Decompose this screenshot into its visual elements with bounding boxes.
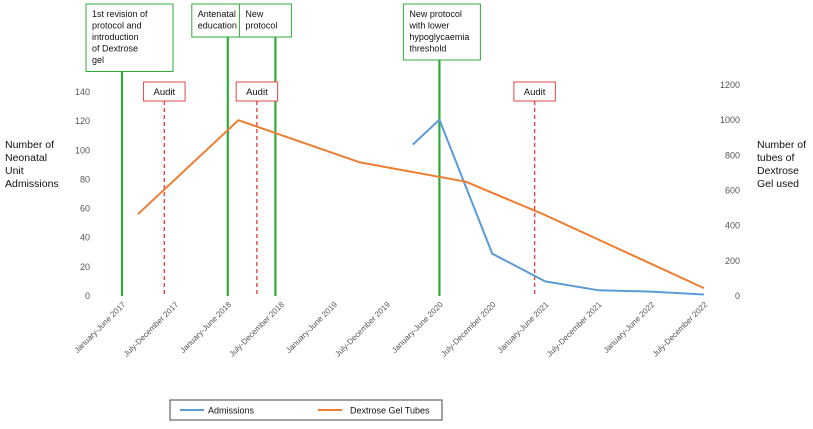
dextrose-gel-tubes-series-line bbox=[137, 119, 705, 290]
right-axis-title-line: tubes of bbox=[757, 152, 794, 164]
intervention-label-box bbox=[238, 3, 292, 38]
x-tick-label: July-December 2021 bbox=[545, 300, 604, 359]
x-tick-label: January-June 2022 bbox=[602, 300, 657, 355]
intervention-label-line: gel bbox=[92, 55, 104, 65]
left-y-tick-label: 120 bbox=[75, 116, 90, 126]
audit-label: Audit bbox=[524, 87, 546, 98]
left-axis-title-line: Admissions bbox=[5, 178, 59, 190]
x-tick-label: January-June 2020 bbox=[390, 300, 445, 355]
x-tick-label: July-December 2017 bbox=[122, 300, 181, 359]
intervention-label-line: introduction bbox=[92, 32, 139, 42]
audit-label: Audit bbox=[153, 87, 175, 98]
legend-box bbox=[169, 399, 443, 421]
intervention-label-line: of Dextrose bbox=[92, 44, 138, 54]
intervention-label-line: 1st revision of bbox=[92, 9, 148, 19]
left-y-tick-label: 80 bbox=[80, 174, 90, 184]
right-axis-title-line: Gel used bbox=[757, 178, 799, 190]
right-y-tick-label: 1200 bbox=[720, 80, 740, 90]
left-y-tick-label: 20 bbox=[80, 262, 90, 272]
right-y-tick-label: 1000 bbox=[720, 115, 740, 125]
right-axis-title-line: Number of bbox=[757, 139, 806, 151]
intervention-label-line: education bbox=[198, 21, 237, 31]
x-tick-label: July-December 2019 bbox=[333, 300, 392, 359]
x-tick-label: July-December 2020 bbox=[439, 300, 498, 359]
x-tick-label: January-June 2018 bbox=[178, 300, 233, 355]
right-y-tick-label: 600 bbox=[725, 186, 740, 196]
left-axis-title-line: Unit bbox=[5, 165, 24, 177]
audit-label-box bbox=[143, 81, 186, 102]
right-axis-title-line: Dextrose bbox=[757, 165, 799, 177]
left-axis-title-line: Number of bbox=[5, 139, 54, 151]
left-y-tick-label: 40 bbox=[80, 233, 90, 243]
intervention-label-line: with lower bbox=[408, 21, 449, 31]
legend-label: Admissions bbox=[208, 406, 255, 416]
left-axis-title-line: Neonatal bbox=[5, 152, 47, 164]
intervention-label-box bbox=[85, 3, 174, 72]
left-y-tick-label: 0 bbox=[85, 291, 90, 301]
intervention-label-line: hypoglycaemia bbox=[409, 32, 469, 42]
intervention-label-line: New protocol bbox=[409, 9, 462, 19]
x-tick-label: January-June 2021 bbox=[496, 300, 551, 355]
x-tick-label: July-December 2018 bbox=[228, 300, 287, 359]
audit-label-box bbox=[513, 81, 556, 102]
right-y-tick-label: 800 bbox=[725, 150, 740, 160]
left-y-tick-label: 140 bbox=[75, 87, 90, 97]
intervention-label-line: New bbox=[245, 9, 264, 19]
right-y-tick-label: 0 bbox=[735, 291, 740, 301]
intervention-label-line: Antenatal bbox=[198, 9, 236, 19]
right-y-tick-label: 200 bbox=[725, 256, 740, 266]
x-tick-label: January-June 2017 bbox=[73, 300, 128, 355]
left-y-tick-label: 60 bbox=[80, 204, 90, 214]
intervention-label-box bbox=[402, 3, 481, 61]
left-y-tick-label: 100 bbox=[75, 145, 90, 155]
audit-label-box bbox=[235, 81, 279, 102]
intervention-label-line: protocol bbox=[245, 21, 277, 31]
right-y-tick-label: 400 bbox=[725, 221, 740, 231]
intervention-label-line: threshold bbox=[409, 44, 446, 54]
x-tick-label: July-December 2022 bbox=[651, 300, 710, 359]
admissions-series-line bbox=[412, 118, 704, 296]
audit-label: Audit bbox=[246, 87, 268, 98]
x-tick-label: January-June 2019 bbox=[284, 300, 339, 355]
intervention-label-line: protocol and bbox=[92, 21, 142, 31]
legend-label: Dextrose Gel Tubes bbox=[350, 406, 430, 416]
